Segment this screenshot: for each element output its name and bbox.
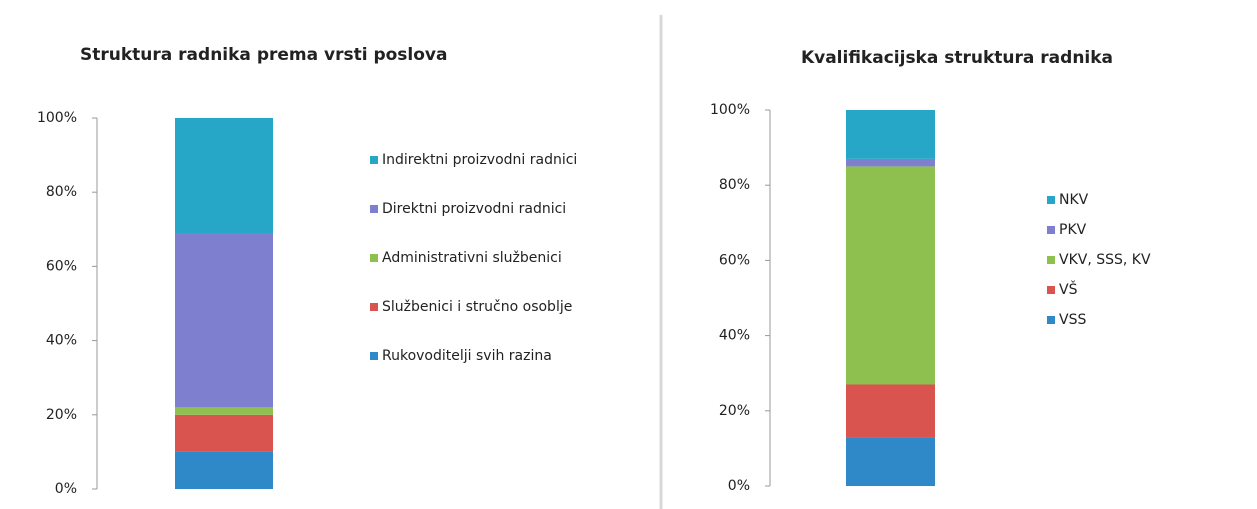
legend-label: Direktni proizvodni radnici — [382, 201, 566, 217]
legend-label: PKV — [1059, 222, 1087, 238]
legend-label: VŠ — [1059, 280, 1078, 298]
y-tick-label: 80% — [719, 177, 750, 193]
legend-label: Administrativni službenici — [382, 250, 562, 266]
y-tick-label: 40% — [719, 328, 750, 344]
legend-swatch — [370, 254, 378, 262]
bar-segment — [175, 233, 273, 408]
y-tick-label: 100% — [37, 110, 77, 126]
y-tick-label: 60% — [46, 258, 77, 274]
bar-segment — [846, 158, 935, 167]
bar-segment — [175, 407, 273, 415]
legend-label: VSS — [1059, 312, 1086, 328]
y-tick-label: 0% — [728, 478, 750, 494]
y-tick-label: 40% — [46, 333, 77, 349]
y-tick-label: 60% — [719, 252, 750, 268]
y-tick-label: 0% — [55, 481, 77, 497]
bar-segment — [846, 437, 935, 486]
bar-segment — [846, 166, 935, 385]
legend-label: Indirektni proizvodni radnici — [382, 152, 577, 168]
y-tick-label: 20% — [46, 407, 77, 423]
y-tick-label: 20% — [719, 403, 750, 419]
chart-title: Kvalifikacijska struktura radnika — [801, 48, 1113, 68]
legend-label: VKV, SSS, KV — [1059, 252, 1151, 268]
bar-segment — [175, 451, 273, 489]
legend-swatch — [370, 205, 378, 213]
legend-label: Rukovoditelji svih razina — [382, 348, 552, 364]
bar-segment — [846, 110, 935, 159]
y-tick-label: 100% — [710, 102, 750, 118]
legend-swatch — [370, 303, 378, 311]
bar-segment — [846, 384, 935, 438]
bar-segment — [175, 118, 273, 234]
legend-swatch — [1047, 286, 1055, 294]
legend-label: Službenici i stručno osoblje — [382, 299, 572, 315]
bar-segment — [175, 414, 273, 452]
chart-title: Struktura radnika prema vrsti poslova — [80, 45, 447, 65]
legend-swatch — [1047, 316, 1055, 324]
legend-swatch — [1047, 226, 1055, 234]
legend-swatch — [1047, 196, 1055, 204]
y-tick-label: 80% — [46, 184, 77, 200]
legend-swatch — [370, 156, 378, 164]
legend-label: NKV — [1059, 192, 1089, 208]
legend-swatch — [1047, 256, 1055, 264]
legend-swatch — [370, 352, 378, 360]
